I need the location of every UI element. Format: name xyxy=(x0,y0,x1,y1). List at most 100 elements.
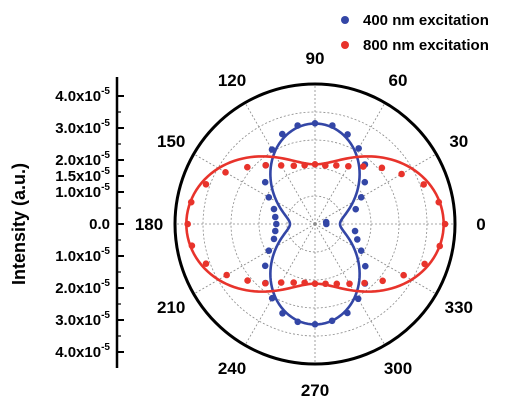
legend-marker-800nm xyxy=(341,41,349,49)
data-point-800nm-320 xyxy=(379,277,386,285)
data-point-800nm-190 xyxy=(188,242,196,250)
data-point-400nm-30 xyxy=(357,194,365,201)
data-point-800nm-10 xyxy=(435,198,443,206)
data-point-800nm-260 xyxy=(301,279,308,287)
angle-tick-0: 0 xyxy=(476,215,485,234)
data-point-800nm-100 xyxy=(301,161,308,169)
angle-tick-240: 240 xyxy=(218,359,246,378)
legend-label-800nm: 800 nm excitation xyxy=(363,37,489,54)
data-point-400nm-110 xyxy=(278,130,286,138)
data-point-800nm-280 xyxy=(322,280,329,288)
grid-spoke-330 xyxy=(314,223,437,295)
data-point-800nm-350 xyxy=(436,242,444,250)
data-point-800nm-250 xyxy=(290,279,297,286)
data-point-800nm-150 xyxy=(222,169,229,176)
data-point-800nm-210 xyxy=(223,271,230,279)
data-point-400nm-200 xyxy=(270,235,278,243)
radial-tick-labels: 4.0x10-53.0x10-52.0x10-51.5x10-51.0x10-5… xyxy=(55,86,110,361)
data-point-400nm-100 xyxy=(294,122,301,129)
data-point-800nm-20 xyxy=(420,181,427,188)
data-point-400nm-180 xyxy=(273,220,280,228)
data-point-400nm-350 xyxy=(351,227,359,235)
data-point-800nm-200 xyxy=(202,260,210,267)
polar-grid xyxy=(173,82,457,366)
angle-tick-300: 300 xyxy=(384,359,412,378)
data-point-800nm-240 xyxy=(277,279,285,286)
radial-tick-label-2: 2.0x10-5 xyxy=(55,150,110,169)
data-point-800nm-340 xyxy=(421,260,428,268)
data-point-400nm-250 xyxy=(279,309,286,317)
angle-tick-330: 330 xyxy=(445,298,473,317)
data-point-800nm-0 xyxy=(441,220,449,228)
data-point-400nm-330 xyxy=(357,247,365,254)
data-point-800nm-110 xyxy=(290,162,298,170)
data-point-400nm-10 xyxy=(322,218,330,226)
data-point-800nm-220 xyxy=(244,277,251,284)
data-point-800nm-310 xyxy=(361,279,368,287)
data-point-800nm-50 xyxy=(359,163,367,170)
data-point-800nm-300 xyxy=(346,280,353,288)
legend-label-400nm: 400 nm excitation xyxy=(363,12,489,29)
legend: 400 nm excitation 800 nm excitation xyxy=(341,12,489,54)
data-point-400nm-320 xyxy=(362,262,369,270)
grid-spoke-210 xyxy=(193,223,316,295)
data-point-400nm-240 xyxy=(268,294,276,302)
data-point-400nm-40 xyxy=(361,178,369,186)
radial-tick-label-8: 3.0x10-5 xyxy=(55,310,110,329)
data-point-400nm-220 xyxy=(261,262,269,270)
data-points xyxy=(184,120,449,328)
angle-tick-30: 30 xyxy=(449,132,468,151)
grid-spoke-30 xyxy=(314,153,437,225)
data-point-400nm-120 xyxy=(268,146,276,153)
data-point-400nm-340 xyxy=(353,236,361,243)
fit-curve-400nm xyxy=(269,122,361,326)
angle-tick-180: 180 xyxy=(135,215,163,234)
data-point-400nm-90 xyxy=(311,120,319,127)
data-point-800nm-120 xyxy=(277,162,285,169)
data-point-800nm-60 xyxy=(345,162,352,170)
radial-tick-label-1: 3.0x10-5 xyxy=(55,118,110,137)
radial-tick-label-0: 4.0x10-5 xyxy=(55,86,110,105)
radial-tick-label-4: 1.0x10-5 xyxy=(55,182,110,201)
data-point-800nm-40 xyxy=(378,164,386,172)
data-point-400nm-290 xyxy=(344,309,351,317)
radial-tick-label-5: 0.0 xyxy=(89,216,110,233)
grid-spoke-60 xyxy=(314,102,386,225)
data-point-800nm-330 xyxy=(400,271,407,279)
data-point-400nm-20 xyxy=(352,205,360,213)
data-point-800nm-230 xyxy=(261,279,269,287)
data-point-800nm-170 xyxy=(187,198,195,206)
data-point-400nm-70 xyxy=(344,131,351,138)
y-axis-label: Intensity (a.u.) xyxy=(9,163,29,285)
data-point-800nm-70 xyxy=(333,162,340,169)
data-point-400nm-190 xyxy=(271,227,279,235)
outer-ring xyxy=(173,82,457,366)
legend-marker-400nm xyxy=(341,16,349,24)
data-point-400nm-260 xyxy=(294,318,302,326)
radial-tick-label-6: 1.0x10-5 xyxy=(55,246,110,265)
data-point-400nm-170 xyxy=(271,213,279,221)
angle-tick-150: 150 xyxy=(157,132,185,151)
grid-spoke-150 xyxy=(193,153,316,225)
data-point-800nm-160 xyxy=(202,181,210,188)
radial-axis xyxy=(115,77,124,368)
data-point-400nm-270 xyxy=(311,321,319,328)
data-point-800nm-130 xyxy=(262,161,270,169)
angle-tick-270: 270 xyxy=(301,381,329,400)
data-point-800nm-80 xyxy=(322,162,329,169)
data-point-800nm-90 xyxy=(311,161,319,168)
legend-item-400nm: 400 nm excitation xyxy=(341,12,489,29)
radial-tick-label-9: 4.0x10-5 xyxy=(55,342,110,361)
legend-item-800nm: 800 nm excitation xyxy=(341,37,489,54)
data-point-400nm-280 xyxy=(328,317,336,325)
angle-tick-210: 210 xyxy=(157,298,185,317)
angle-tick-60: 60 xyxy=(389,71,408,90)
data-point-800nm-30 xyxy=(398,170,405,178)
data-point-400nm-160 xyxy=(270,205,278,213)
data-point-400nm-300 xyxy=(354,295,362,303)
data-point-400nm-60 xyxy=(355,145,362,152)
data-point-400nm-150 xyxy=(265,194,273,201)
angle-tick-90: 90 xyxy=(306,49,325,68)
angle-tick-120: 120 xyxy=(218,71,246,90)
